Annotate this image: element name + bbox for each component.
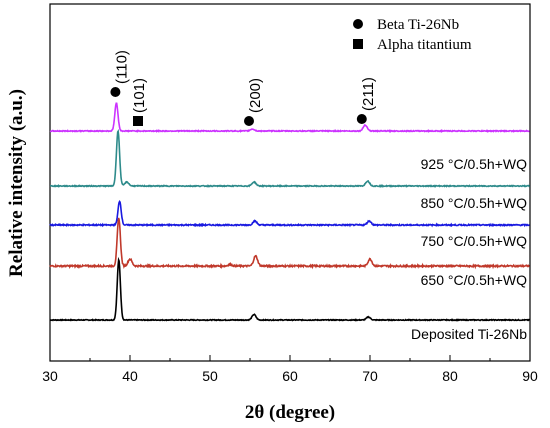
x-tick-label: 50: [202, 368, 218, 384]
peak-circle-marker: [110, 87, 121, 97]
y-axis-label: Relative intensity (a.u.): [6, 89, 27, 277]
series-group: [49, 102, 531, 322]
x-tick-label: 30: [42, 368, 58, 384]
x-tick-label: 90: [522, 368, 538, 384]
series-label: 750 °C/0.5h+WQ: [421, 233, 527, 249]
x-tick-label: 70: [362, 368, 378, 384]
peak-square-marker: [133, 116, 143, 126]
series-label: 925 °C/0.5h+WQ: [421, 156, 527, 172]
peak-label: (200): [247, 78, 264, 113]
legend: Beta Ti-26Nb Alpha titantium: [353, 17, 472, 53]
x-axis-label: 2θ (degree): [245, 402, 335, 423]
peak-label: (110): [113, 50, 130, 84]
series-line: [49, 217, 530, 270]
series-label: 650 °C/0.5h+WQ: [421, 272, 527, 288]
legend-label-alpha: Alpha titantium: [377, 37, 472, 53]
legend-square-marker: [353, 39, 363, 49]
peak-label: (101): [131, 78, 148, 113]
series-line: [49, 128, 531, 188]
series-line: [49, 102, 530, 134]
series-label: Deposited Ti-26Nb: [411, 326, 527, 342]
peak-circle-marker: [244, 116, 254, 126]
x-tick-label: 40: [122, 368, 138, 384]
peak-label: (211): [360, 77, 377, 111]
x-tick-label: 60: [282, 368, 298, 384]
series-label: 850 °C/0.5h+WQ: [421, 195, 527, 211]
peak-circle-marker: [356, 114, 367, 124]
series-labels: Deposited Ti-26Nb 650 °C/0.5h+WQ 750 °C/0.…: [411, 156, 527, 342]
legend-label-beta: Beta Ti-26Nb: [377, 17, 459, 33]
x-tick-label: 80: [442, 368, 458, 384]
x-axis-ticks: 30 40 50 60 70 80 90: [42, 355, 538, 384]
legend-circle-marker: [353, 19, 363, 29]
series-line: [49, 199, 530, 228]
series-line: [49, 256, 531, 322]
peak-annotations: (110)(101) (200) (211): [110, 50, 377, 126]
